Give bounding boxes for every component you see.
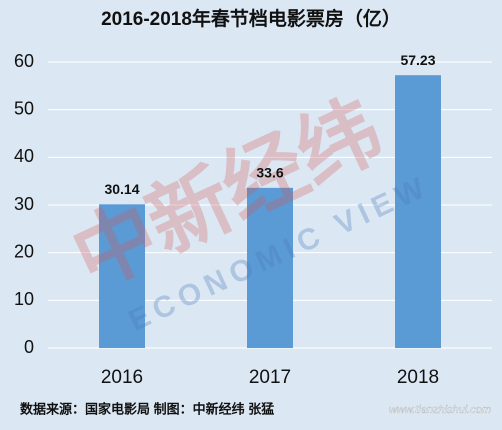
x-tick-label: 2016 <box>101 367 143 388</box>
bar <box>247 187 293 348</box>
data-label: 33.6 <box>256 165 283 181</box>
y-tick-label: 30 <box>14 194 34 214</box>
y-tick-label: 20 <box>14 241 34 261</box>
bar <box>99 204 145 348</box>
x-tick-label: 2017 <box>249 367 291 388</box>
chart-title: 2016-2018年春节档电影票房（亿） <box>101 7 401 30</box>
source-note: 数据来源：国家电影局 制图：中新经纬 张猛 <box>20 401 274 416</box>
y-tick-label: 10 <box>14 289 34 309</box>
data-label: 57.23 <box>400 52 435 68</box>
y-tick-label: 0 <box>24 337 34 357</box>
bar <box>395 75 441 348</box>
y-tick-label: 60 <box>14 51 34 71</box>
watermark: www.tianzhishui.com <box>389 404 491 416</box>
y-tick-label: 40 <box>14 146 34 166</box>
data-label: 30.14 <box>104 181 139 197</box>
x-tick-label: 2018 <box>397 367 439 388</box>
y-tick-label: 50 <box>14 98 34 118</box>
